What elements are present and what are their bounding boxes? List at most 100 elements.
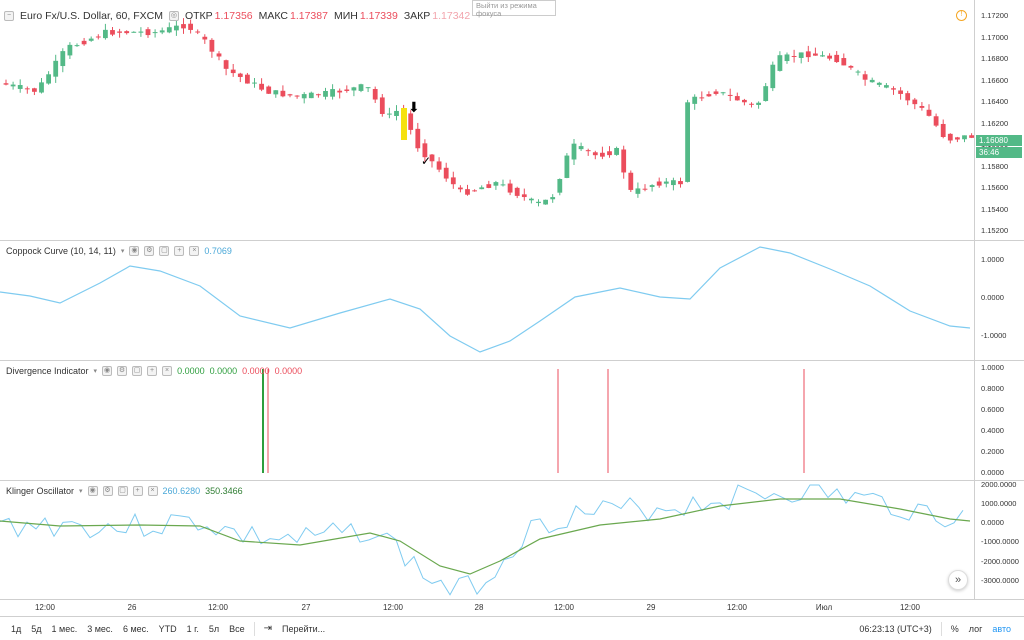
low-value: 1.17339 — [359, 10, 398, 22]
candle — [294, 95, 300, 99]
candle — [521, 188, 527, 201]
eye-icon[interactable]: ◉ — [129, 246, 140, 256]
candle — [60, 48, 66, 73]
candle — [529, 197, 534, 204]
axis-tick-label: 0.0000 — [981, 518, 1004, 527]
range-button[interactable]: 1 мес. — [51, 623, 78, 634]
candle — [500, 179, 506, 187]
candle — [351, 86, 357, 97]
candle — [813, 47, 818, 56]
range-button[interactable]: 6 мес. — [122, 623, 149, 634]
klinger-label[interactable]: Klinger Oscillator — [6, 486, 75, 496]
clock-icon[interactable]: ! — [956, 10, 967, 21]
clock-readout[interactable]: 06:23:13 (UTC+3) — [859, 623, 932, 634]
candle — [557, 178, 563, 196]
time-axis-label: 12:00 — [34, 603, 56, 612]
range-button[interactable]: 1д — [11, 623, 22, 634]
axis-tick-label: 1.15200 — [981, 226, 1009, 235]
candle — [919, 102, 925, 111]
bottom-toolbar: 1д 5д 1 мес. 3 мес. 6 мес. YTD 1 г. 5л Все ⇥ Пер… — [0, 616, 1024, 640]
log-toggle[interactable]: лог — [968, 623, 983, 634]
close-icon[interactable]: × — [147, 486, 158, 496]
source-icon[interactable]: ▢ — [159, 246, 170, 256]
auto-toggle[interactable]: авто — [992, 623, 1011, 634]
close-icon[interactable]: × — [162, 366, 173, 376]
collapse-icon[interactable]: − — [4, 11, 14, 21]
candle — [301, 92, 307, 104]
chevron-down-icon[interactable]: ▾ — [79, 488, 83, 495]
klinger-axis[interactable]: 2000.0000 1000.0000 0.0000 -1000.0000 -2000.… — [974, 480, 1024, 599]
source-icon[interactable]: ▢ — [117, 486, 128, 496]
chevron-down-icon[interactable]: ▾ — [93, 368, 98, 375]
last-price-tag: 1.16080 — [976, 135, 1022, 146]
candlestick-chart[interactable]: ⬇✓ — [0, 0, 974, 240]
candle — [216, 51, 222, 61]
candle — [770, 61, 776, 92]
more-icon[interactable]: + — [174, 246, 185, 256]
candle — [706, 91, 712, 97]
visibility-icon[interactable]: ◎ — [168, 11, 179, 21]
range-button[interactable]: 5д — [31, 623, 42, 634]
goto-icon[interactable]: ⇥ — [263, 623, 273, 634]
candle — [756, 101, 761, 109]
candle — [308, 91, 314, 99]
pane-divider[interactable] — [0, 360, 1024, 361]
coppock-pane[interactable] — [0, 241, 974, 360]
candle — [543, 199, 548, 205]
candle — [962, 135, 967, 143]
pane-divider[interactable] — [0, 480, 1024, 481]
divergence-axis[interactable]: 1.0000 0.8000 0.6000 0.4000 0.2000 0.0000 — [974, 361, 1024, 480]
price-pane[interactable]: ⬇ ✓ — [0, 0, 974, 240]
goto-button[interactable]: Перейти... — [282, 623, 326, 634]
time-axis-label: 12:00 — [726, 603, 748, 612]
candle — [379, 94, 385, 117]
date-range-buttons: 1д 5д 1 мес. 3 мес. 6 мес. YTD 1 г. 5л Все — [0, 624, 250, 634]
candle — [834, 51, 840, 63]
range-button[interactable]: 1 г. — [186, 623, 199, 634]
candle — [798, 52, 804, 64]
candle — [103, 23, 108, 40]
time-axis-label: 28 — [474, 603, 484, 612]
candle — [791, 49, 797, 63]
divergence-label[interactable]: Divergence Indicator — [6, 366, 89, 376]
candle — [159, 27, 165, 35]
chevron-down-icon[interactable]: ▾ — [120, 248, 125, 255]
time-axis[interactable]: 12:00 26 12:00 27 12:00 28 12:00 29 12:00 Июл 12:0… — [0, 600, 974, 616]
settings-icon[interactable]: ⚙ — [144, 246, 155, 256]
range-button[interactable]: 5л — [208, 623, 220, 634]
settings-icon[interactable]: ⚙ — [117, 366, 128, 376]
coppock-axis[interactable]: 1.0000 0.0000 -1.0000 — [974, 241, 1024, 360]
more-icon[interactable]: + — [147, 366, 158, 376]
source-icon[interactable]: ▢ — [132, 366, 143, 376]
settings-icon[interactable]: ⚙ — [102, 486, 113, 496]
scroll-to-realtime-button[interactable]: » — [948, 570, 968, 590]
pane-divider[interactable] — [0, 240, 1024, 241]
candle — [365, 87, 371, 93]
klinger-signal-line — [0, 498, 971, 575]
candle — [408, 110, 414, 135]
candle — [465, 184, 470, 196]
range-button[interactable]: YTD — [158, 623, 177, 634]
eye-icon[interactable]: ◉ — [102, 366, 113, 376]
axis-tick-label: -3000.0000 — [981, 576, 1019, 585]
percent-toggle[interactable]: % — [950, 623, 959, 634]
candle — [259, 78, 264, 92]
range-button[interactable]: 3 мес. — [87, 623, 113, 634]
candle — [514, 186, 520, 199]
close-icon[interactable]: × — [189, 246, 200, 256]
candle — [117, 28, 122, 38]
axis-tick-label: 1.15600 — [981, 183, 1009, 192]
more-icon[interactable]: + — [132, 486, 143, 496]
klinger-pane[interactable] — [0, 481, 974, 599]
divergence-pane[interactable] — [0, 361, 974, 480]
eye-icon[interactable]: ◉ — [87, 486, 98, 496]
candle — [742, 98, 747, 106]
coppock-label[interactable]: Coppock Curve (10, 14, 11) — [6, 246, 116, 256]
candle — [820, 51, 825, 57]
price-axis[interactable]: 1.17200 1.17000 1.16800 1.16600 1.16400 1.162… — [974, 0, 1024, 240]
range-button[interactable]: Все — [229, 623, 245, 634]
axis-tick-label: 0.8000 — [981, 384, 1004, 393]
symbol-title[interactable]: Euro Fx/U.S. Dollar, 60, FXCM — [20, 10, 163, 22]
open-value: 1.17356 — [214, 10, 253, 22]
